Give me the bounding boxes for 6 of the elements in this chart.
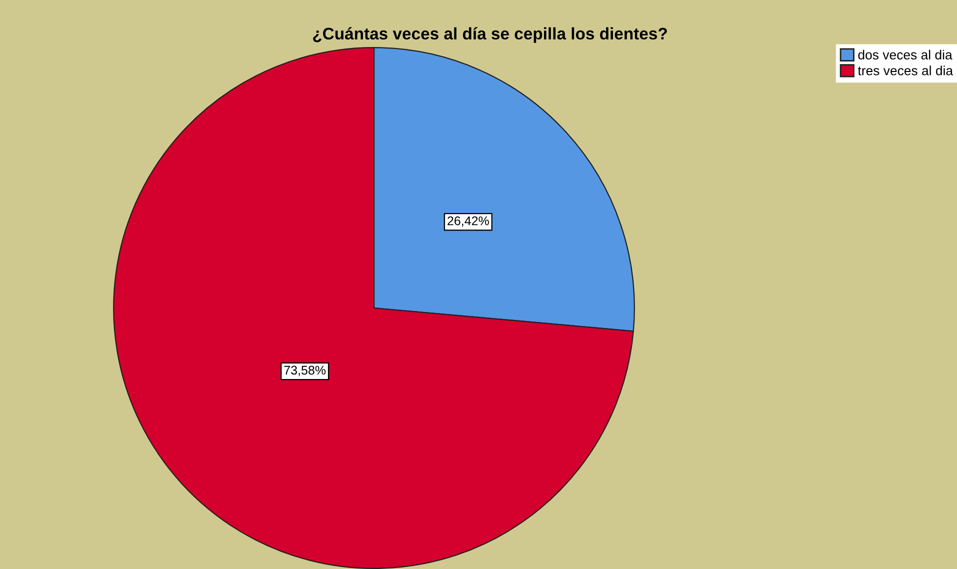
legend-label: tres veces al dia [858,66,954,76]
pie-slice [113,47,634,569]
data-label: 73,58% [284,366,326,376]
legend-label: dos veces al dia [858,50,952,60]
data-label: 26,42% [448,216,489,227]
chart-title: ¿Cuántas veces al día se cepilla los dientes? [313,27,667,43]
